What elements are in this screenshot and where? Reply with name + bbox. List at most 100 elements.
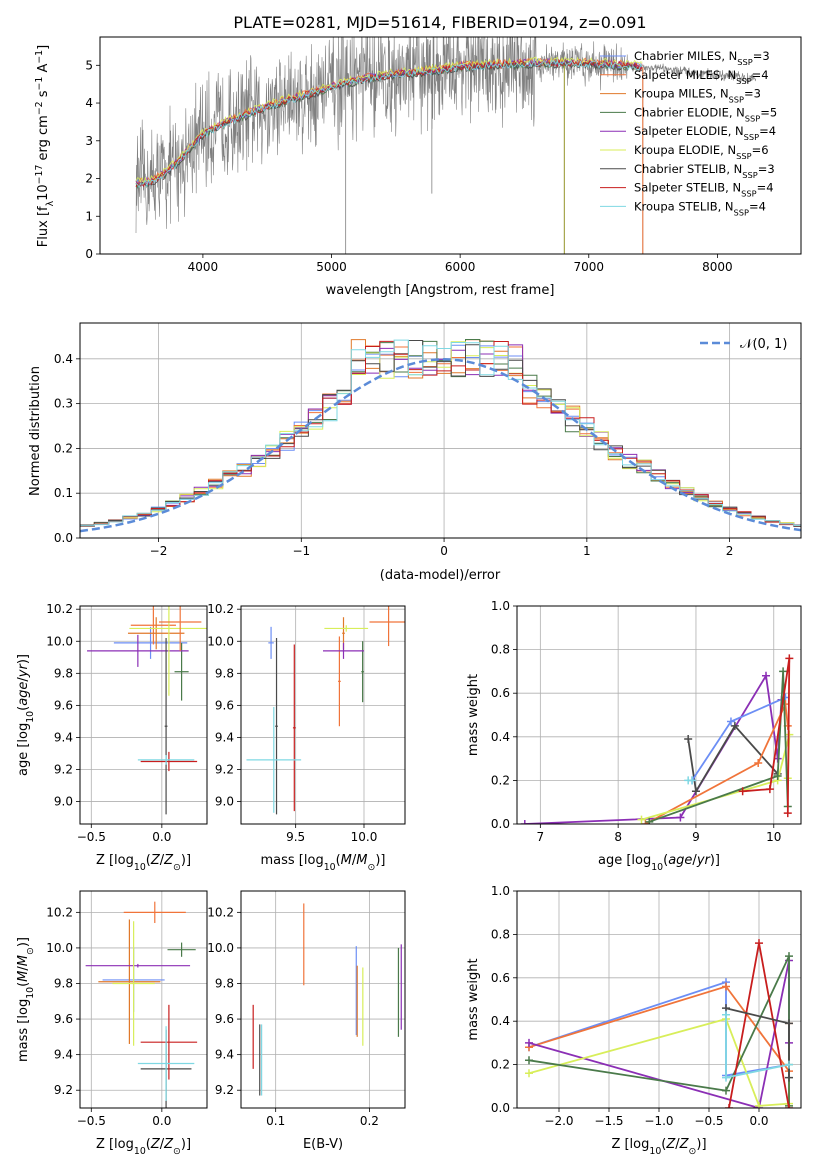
y-tick-label: 0.2 — [491, 773, 510, 787]
weight-point-marker — [785, 1104, 793, 1108]
y-tick-label: 9.4 — [215, 730, 234, 744]
x-tick-label: 8000 — [702, 260, 733, 274]
y-tick-label: 10.2 — [46, 602, 73, 616]
figure-title: PLATE=0281, MJD=51614, FIBERID=0194, z=0… — [233, 13, 646, 32]
x-tick-label: −1.5 — [594, 1114, 623, 1128]
x-tick-label: 10.0 — [351, 830, 378, 844]
y-tick-label: 9.2 — [54, 763, 73, 777]
y-tick-label: 9.4 — [54, 1048, 73, 1062]
weight-point-marker — [676, 813, 685, 822]
age_vs_mass-frame — [240, 605, 406, 825]
spectrum-model-line — [135, 56, 643, 185]
legend-entry: Kroupa STELIB, NSSP=4 — [634, 199, 766, 217]
legend-entry: Salpeter STELIB, NSSP=4 — [634, 181, 774, 199]
massweight_vs_Z-xlabel: Z [log10(Z/Z⊙)] — [611, 1137, 706, 1157]
mass_vs_Z-frame — [79, 890, 208, 1109]
weight-point-marker — [525, 1056, 533, 1065]
x-tick-label: 7000 — [573, 260, 604, 274]
weight-point-marker — [684, 734, 693, 743]
age_vs_mass-chart: 9.5 10.0 9.0 9.2 9.4 9.6 9.8 10.0 10.2 mass [log1… — [207, 602, 406, 873]
y-tick-label: 0.0 — [491, 1101, 510, 1115]
spectrum-frame — [99, 36, 802, 255]
mass_vs_EBV-xlabel: E(B-V) — [303, 1137, 343, 1152]
x-tick-label: −2 — [150, 544, 168, 558]
x-tick-label: 0.1 — [266, 1114, 285, 1128]
weight-point-marker — [520, 820, 529, 824]
massweight_vs_age-xlabel: age [log10(age/yr)] — [598, 853, 720, 873]
mass_vs_Z-chart: −0.5 0.0 9.2 9.4 9.6 9.8 10.0 10.2 Z [log10(Z/Z⊙… — [16, 890, 208, 1157]
mass_vs_Z-xlabel: Z [log10(Z/Z⊙)] — [96, 1137, 191, 1157]
x-tick-label: 10 — [766, 830, 781, 844]
histogram-xlabel: (data-model)/error — [380, 568, 501, 583]
age_vs_Z-xlabel: Z [log10(Z/Z⊙)] — [96, 853, 191, 873]
y-tick-label: 10.0 — [207, 941, 234, 955]
y-tick-label: 10.2 — [207, 602, 234, 616]
y-tick-label: 10.0 — [46, 941, 73, 955]
histogram-step-line — [80, 339, 801, 527]
weight-point-marker — [785, 952, 793, 961]
age_vs_Z-frame — [79, 605, 208, 825]
x-tick-label: 4000 — [188, 260, 219, 274]
massweight_vs_age-chart: 7 8 9 10 0.0 0.2 0.4 0.6 0.8 1.0 age [log10(age/yr… — [466, 599, 802, 873]
weight-point-marker — [783, 809, 792, 818]
weight-point-marker — [722, 1086, 730, 1095]
mass_vs_EBV-frame — [240, 890, 406, 1109]
weight-point-marker — [765, 785, 774, 794]
x-tick-label: 0.0 — [152, 830, 171, 844]
y-tick-label: 0.0 — [54, 531, 73, 545]
residual_hist-plot-area — [80, 339, 801, 533]
x-tick-label: 1 — [583, 544, 591, 558]
legend-entry: 𝒩(0, 1) — [740, 337, 787, 352]
weight-point-marker — [525, 1069, 533, 1078]
y-tick-label: 1.0 — [491, 599, 510, 613]
y-tick-label: 0.8 — [491, 927, 510, 941]
weight-point-marker — [773, 772, 782, 781]
y-tick-label: 0.2 — [491, 1058, 510, 1072]
spectrum-plot-area — [135, 37, 756, 254]
y-tick-label: 0.4 — [491, 1014, 510, 1028]
y-tick-label: 3 — [85, 134, 93, 148]
y-tick-label: 10.0 — [207, 634, 234, 648]
x-tick-label: −0.5 — [77, 1114, 106, 1128]
x-tick-label: −0.5 — [77, 830, 106, 844]
y-tick-label: 9.6 — [215, 1012, 234, 1026]
massweight_vs_Z-chart: −2.0 −1.5 −1.0 −0.5 0.0 0.0 0.2 0.4 0.6 0.8 1.0 Z [… — [466, 884, 802, 1157]
y-tick-label: 9.8 — [215, 666, 234, 680]
legend-entry: Chabrier MILES, NSSP=3 — [634, 49, 770, 67]
y-tick-label: 0.8 — [491, 643, 510, 657]
x-tick-label: 6000 — [445, 260, 476, 274]
legend-entry: Salpeter MILES, NSSP=4 — [634, 68, 769, 86]
residual_hist-chart: −2 −1 0 1 2 0.0 0.1 0.2 0.3 0.4 𝒩(0, 1) (data-model… — [28, 322, 802, 583]
legend-entry: Salpeter ELODIE, NSSP=4 — [634, 124, 776, 142]
y-tick-label: 9.2 — [215, 763, 234, 777]
x-tick-label: 0.0 — [749, 1114, 768, 1128]
y-tick-label: 0.1 — [54, 486, 73, 500]
spectrum-ylabel: Flux [fλ10−17 erg cm−2 s−1 A−1] — [34, 45, 56, 247]
x-tick-label: 5000 — [316, 260, 347, 274]
y-tick-label: 9.2 — [215, 1083, 234, 1097]
x-tick-label: 9 — [692, 830, 700, 844]
y-tick-label: 0.4 — [54, 352, 73, 366]
y-tick-label: 2 — [85, 172, 93, 186]
legend-entry: Kroupa ELODIE, NSSP=6 — [634, 143, 769, 161]
x-tick-label: 9.5 — [286, 830, 305, 844]
weight-point-marker — [785, 1019, 793, 1028]
y-tick-label: 9.4 — [215, 1048, 234, 1062]
weight-point-marker — [637, 815, 646, 824]
weight-point-marker — [525, 1038, 533, 1047]
y-tick-label: 0.3 — [54, 397, 73, 411]
weight-point-marker — [785, 654, 794, 663]
y-tick-label: 0.6 — [491, 686, 510, 700]
x-tick-label: −2.0 — [544, 1114, 573, 1128]
y-tick-label: 10.0 — [46, 634, 73, 648]
histogram-ylabel: Normed distribution — [28, 366, 43, 496]
weight-point-marker — [785, 1073, 793, 1082]
weight-point-marker — [726, 717, 735, 726]
y-tick-label: 0.2 — [54, 441, 73, 455]
weight-point-marker — [725, 1104, 733, 1108]
x-tick-label: −1 — [292, 544, 310, 558]
weight-point-marker — [755, 1101, 763, 1108]
spectrum-data-line — [135, 37, 756, 234]
x-tick-label: 7 — [537, 830, 545, 844]
residual_hist-frame — [79, 322, 802, 539]
